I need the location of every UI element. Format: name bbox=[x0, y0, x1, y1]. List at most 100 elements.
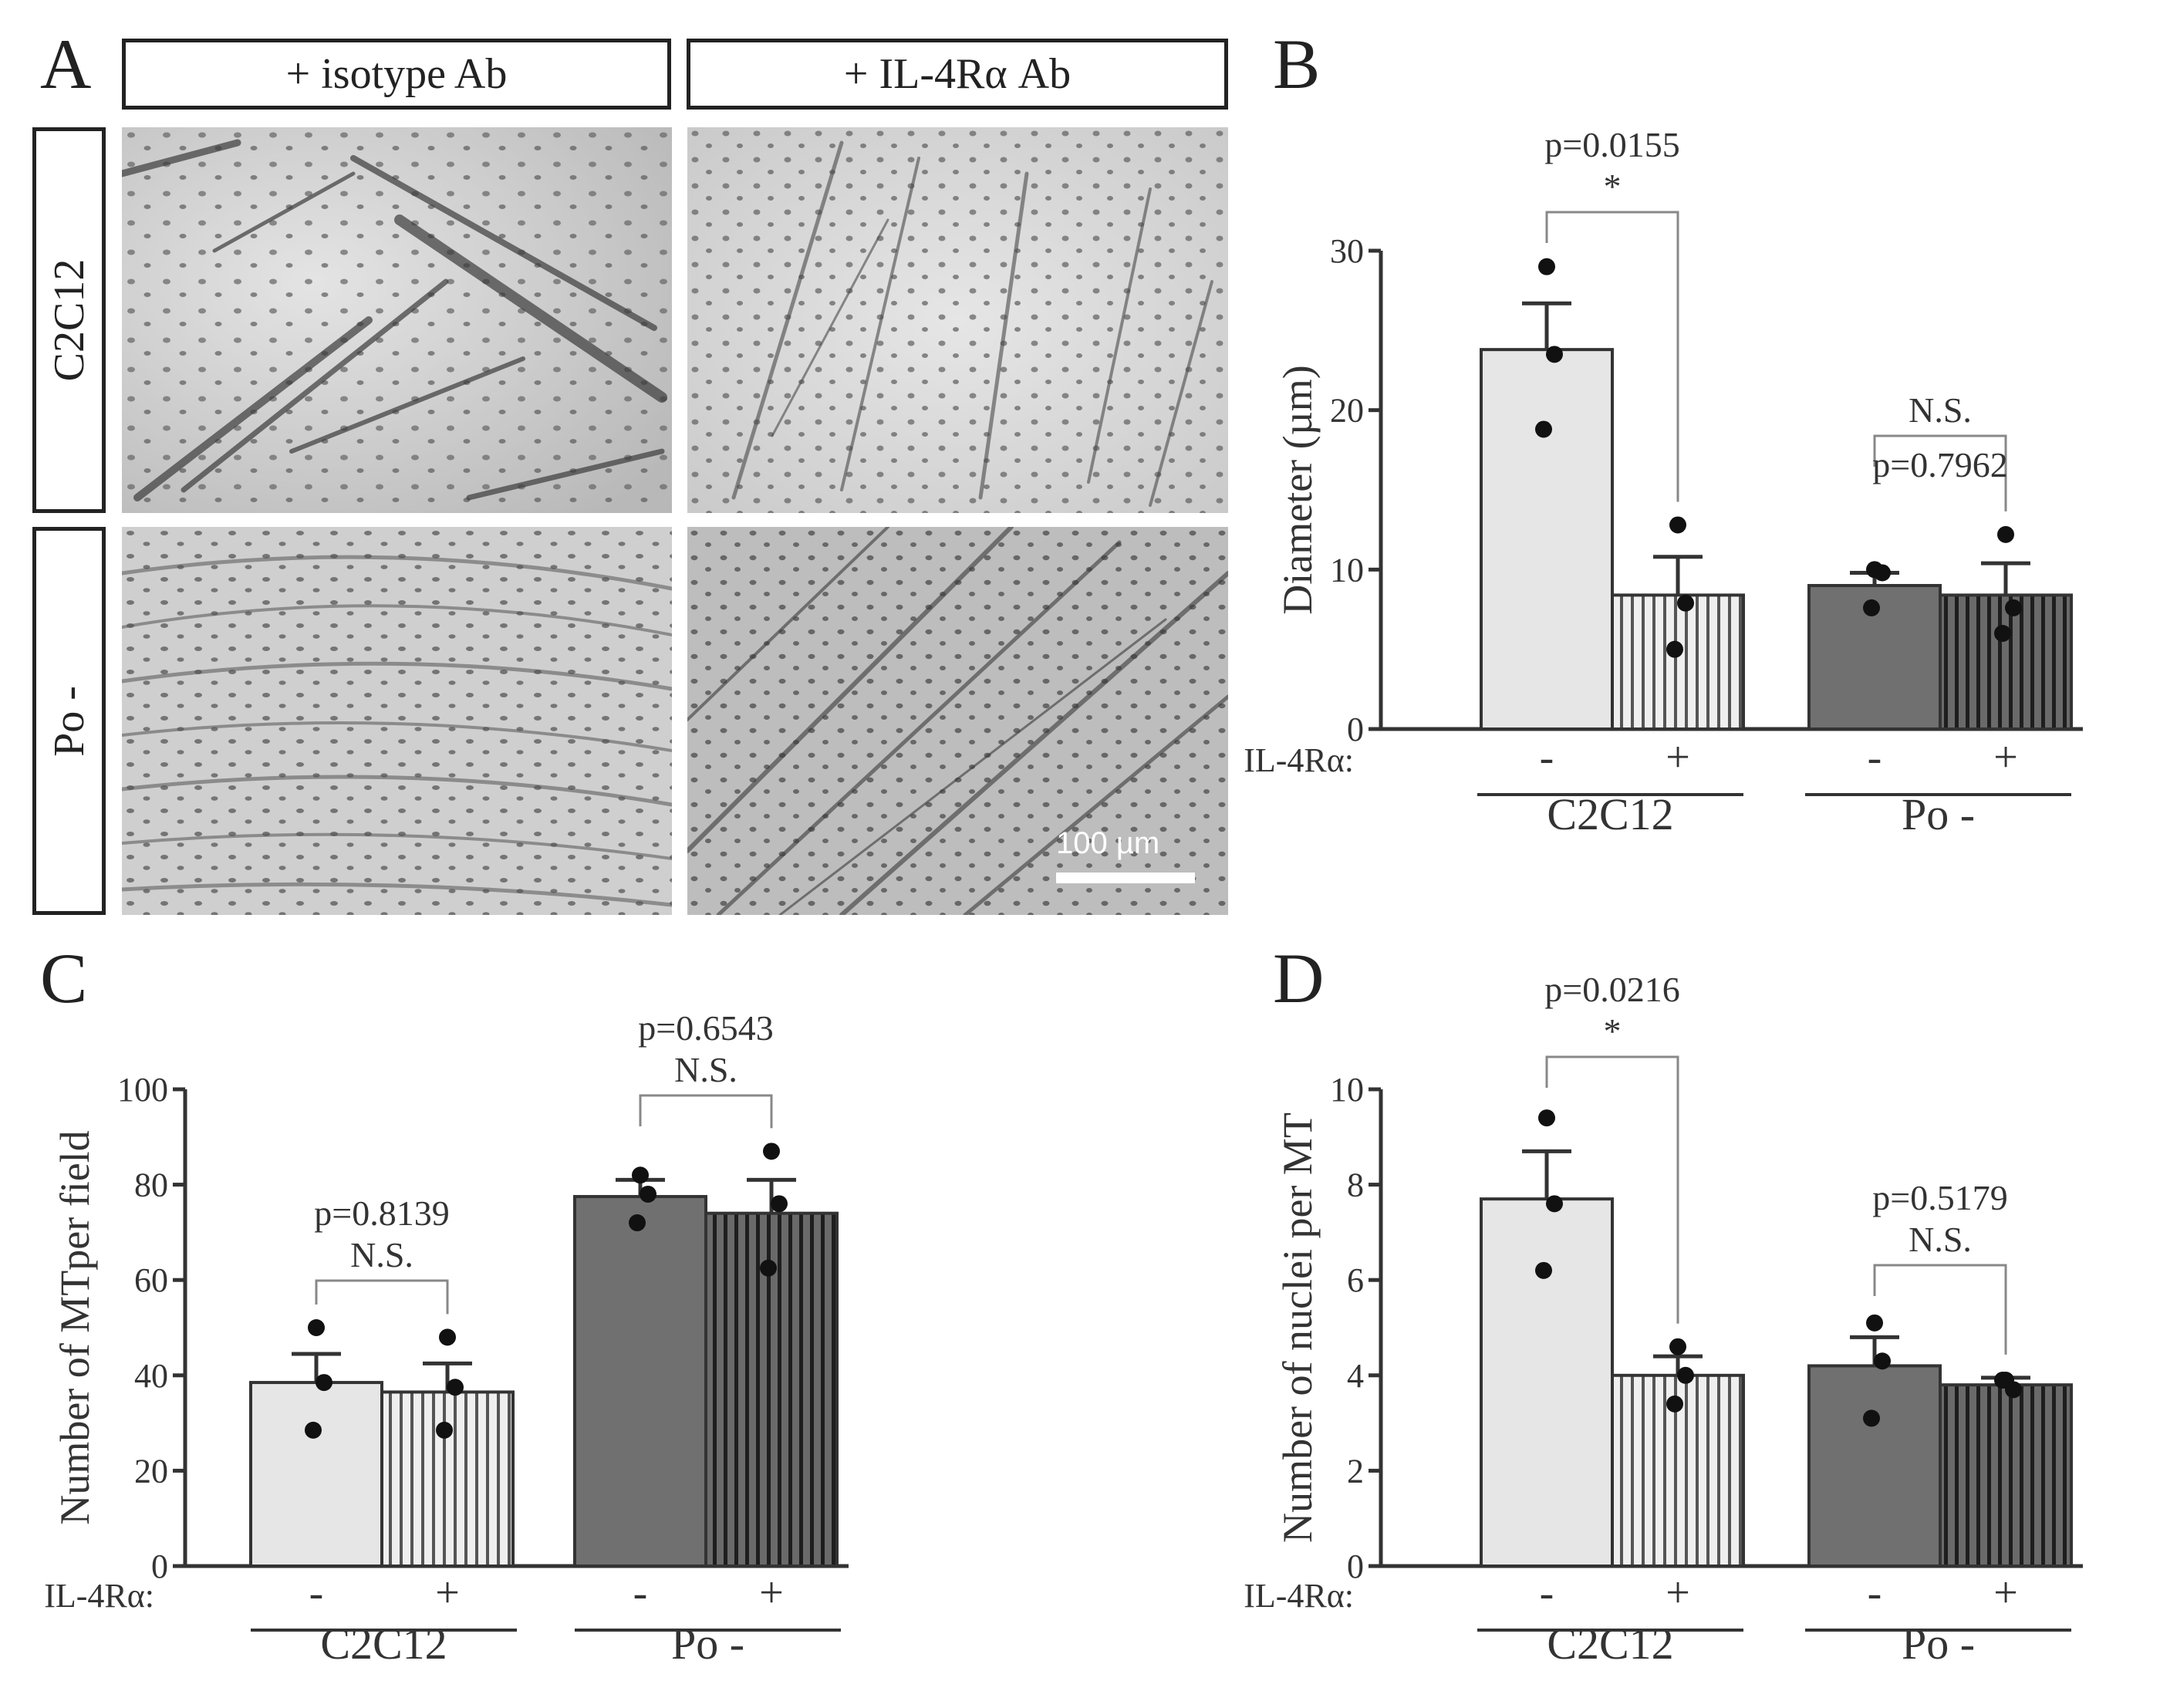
col-header-isotype: + isotype Ab bbox=[122, 39, 671, 110]
chart-c-y-tick-label: 80 bbox=[134, 1166, 168, 1204]
chart-d-y-tick-label: 2 bbox=[1347, 1452, 1364, 1490]
chart-c-data-point bbox=[640, 1185, 656, 1203]
chart-d-data-point bbox=[1874, 1352, 1891, 1370]
chart-d-y-tick-label: 6 bbox=[1347, 1261, 1364, 1299]
chart-c-data-point bbox=[316, 1374, 332, 1392]
chart-b-y-axis-label: Diameter (µm) bbox=[1274, 365, 1321, 614]
row-header-po: Po - bbox=[32, 527, 106, 915]
col-header-il4ra: + IL-4Rα Ab bbox=[687, 39, 1228, 110]
chart-d-data-point bbox=[1669, 1338, 1686, 1355]
chart-d-group-label: Po - bbox=[1902, 1619, 1975, 1669]
panel-a-letter: A bbox=[40, 25, 92, 103]
chart-c-data-point bbox=[308, 1319, 325, 1336]
chart-b-bar bbox=[1480, 348, 1614, 731]
chart-c-category-label: + bbox=[759, 1569, 784, 1617]
chart-b-significance-label: N.S. bbox=[1909, 390, 1972, 430]
chart-c-data-point bbox=[305, 1421, 322, 1439]
chart-b-category-label: + bbox=[1993, 734, 2018, 781]
micrograph-c2c12-il4ra-image bbox=[687, 127, 1228, 513]
chart-d-y-tick-label: 0 bbox=[1347, 1548, 1364, 1585]
chart-d-category-label: - bbox=[1868, 1569, 1882, 1617]
chart-d-treatment-label: IL-4Rα: bbox=[1244, 1577, 1354, 1615]
chart-d-significance-label: * bbox=[1604, 1011, 1622, 1051]
chart-d-y-tick-label: 8 bbox=[1347, 1166, 1364, 1204]
chart-d-y-tick-label: 10 bbox=[1330, 1071, 1364, 1109]
micrograph-po-isotype-image bbox=[122, 527, 672, 915]
chart-d-significance-bracket bbox=[1873, 1264, 2007, 1355]
chart-b-data-point bbox=[2005, 599, 2022, 616]
chart-b-y-tick-label: 30 bbox=[1330, 232, 1364, 270]
chart-d-y-tick-label: 4 bbox=[1347, 1357, 1364, 1395]
chart-b-group-label: Po - bbox=[1902, 789, 1975, 839]
micrograph-c2c12-isotype bbox=[122, 127, 672, 513]
chart-c-significance-label: N.S. bbox=[674, 1050, 737, 1089]
chart-d-category-label: + bbox=[1666, 1569, 1690, 1617]
chart-d-category-label: - bbox=[1540, 1569, 1554, 1617]
chart-d-data-point bbox=[1535, 1261, 1552, 1279]
chart-b-data-point bbox=[1863, 599, 1880, 616]
chart-d-significance-label: N.S. bbox=[1909, 1220, 1972, 1259]
chart-c-data-point bbox=[439, 1328, 456, 1346]
chart-c-y-tick-label: 100 bbox=[117, 1071, 168, 1109]
chart-c-y-tick-label: 0 bbox=[151, 1548, 168, 1585]
chart-c-category-label: - bbox=[309, 1569, 324, 1617]
chart-c-data-point bbox=[629, 1214, 646, 1232]
chart-d-y-axis-label: Number of nuclei per MT bbox=[1274, 1112, 1321, 1543]
chart-c-data-point bbox=[760, 1259, 777, 1277]
chart-c-group-label: C2C12 bbox=[320, 1619, 447, 1669]
chart-c-y-axis-label: Number of MTper field bbox=[52, 1130, 98, 1524]
chart-b-data-point bbox=[1997, 525, 2014, 543]
chart-d-data-point bbox=[1863, 1409, 1880, 1427]
micrograph-c2c12-isotype-image bbox=[122, 127, 672, 513]
chart-d-p-value: p=0.0216 bbox=[1544, 970, 1679, 1009]
chart-b-data-point bbox=[1535, 420, 1552, 438]
row-header-c2c12: C2C12 bbox=[32, 127, 106, 513]
chart-c-data-point bbox=[436, 1421, 453, 1439]
micrograph-po-isotype bbox=[122, 527, 672, 915]
chart-c-significance-bracket bbox=[315, 1279, 449, 1315]
chart-c-bar bbox=[573, 1195, 707, 1568]
micrograph-c2c12-il4ra bbox=[687, 127, 1228, 513]
chart-b-category-label: - bbox=[1868, 734, 1882, 781]
scale-bar bbox=[1056, 873, 1195, 883]
chart-b-category-label: + bbox=[1666, 734, 1690, 781]
chart-d-group-label: C2C12 bbox=[1547, 1619, 1673, 1669]
chart-b-p-value: p=0.7962 bbox=[1872, 445, 2007, 484]
chart-c-bar bbox=[704, 1211, 839, 1568]
chart-b-y-tick-label: 20 bbox=[1330, 392, 1364, 430]
chart-b-bar bbox=[1939, 593, 2073, 731]
chart-b-data-point bbox=[1874, 564, 1891, 582]
chart-c-p-value: p=0.6543 bbox=[638, 1008, 773, 1048]
chart-d-p-value: p=0.5179 bbox=[1872, 1178, 2007, 1217]
chart-b-category-label: - bbox=[1540, 734, 1554, 781]
micrograph-po-il4ra-image bbox=[687, 527, 1228, 915]
chart-b-group-label: C2C12 bbox=[1547, 789, 1673, 839]
chart-d-data-point bbox=[1666, 1395, 1683, 1413]
chart-d-data-point bbox=[1546, 1195, 1563, 1213]
chart-b-data-point bbox=[1546, 346, 1563, 363]
chart-c-data-point bbox=[763, 1143, 780, 1160]
chart-c-data-point bbox=[771, 1195, 788, 1213]
chart-b-y-tick-label: 0 bbox=[1347, 711, 1364, 748]
chart-d-data-point bbox=[1538, 1109, 1555, 1127]
chart-c-y-tick-label: 20 bbox=[134, 1452, 168, 1490]
chart-c-data-point bbox=[632, 1166, 649, 1184]
chart-c-y-tick-label: 40 bbox=[134, 1357, 168, 1395]
chart-d-bar bbox=[1939, 1383, 2073, 1568]
chart-d-category-label: + bbox=[1993, 1569, 2018, 1617]
chart-c-group-label: Po - bbox=[671, 1619, 744, 1669]
panel-c-letter: C bbox=[40, 939, 88, 1018]
chart-b-treatment-label: IL-4Rα: bbox=[1244, 741, 1354, 779]
chart-c-significance-label: N.S. bbox=[350, 1235, 413, 1274]
col-header-il4ra-label: + IL-4Rα Ab bbox=[843, 50, 1072, 98]
scale-bar-label: 100 µm bbox=[1056, 826, 1160, 860]
chart-b-data-point bbox=[1677, 594, 1694, 612]
chart-c-treatment-label: IL-4Rα: bbox=[44, 1577, 154, 1615]
chart-c-data-point bbox=[447, 1379, 464, 1396]
chart-b-bar bbox=[1611, 593, 1745, 731]
chart-c-p-value: p=0.8139 bbox=[314, 1193, 449, 1233]
panel-d-letter: D bbox=[1273, 939, 1325, 1018]
chart-b-y-tick-label: 10 bbox=[1330, 551, 1364, 589]
chart-b-data-point bbox=[1666, 640, 1683, 658]
